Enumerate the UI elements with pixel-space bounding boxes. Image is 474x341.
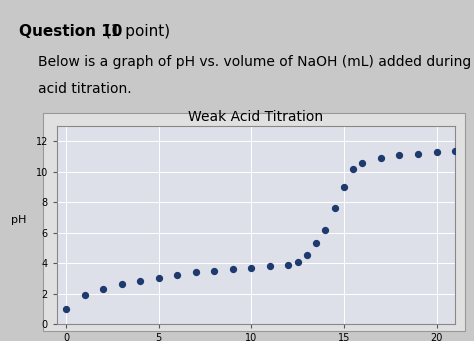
Point — [322, 227, 329, 232]
Text: (1 point): (1 point) — [100, 24, 170, 39]
Point — [81, 292, 89, 298]
Point — [192, 269, 200, 275]
Point — [349, 166, 357, 172]
Point — [303, 253, 310, 258]
Point — [210, 268, 218, 273]
Point — [137, 279, 144, 284]
Point — [63, 306, 70, 311]
Point — [118, 282, 126, 287]
Text: Below is a graph of pH vs. volume of NaOH (mL) added during a weak: Below is a graph of pH vs. volume of NaO… — [38, 55, 474, 69]
Point — [331, 206, 338, 211]
Y-axis label: pH: pH — [11, 215, 27, 225]
Point — [312, 241, 320, 246]
Title: Weak Acid Titration: Weak Acid Titration — [188, 109, 324, 124]
Point — [247, 265, 255, 270]
Text: Question 10: Question 10 — [19, 24, 122, 39]
Point — [433, 149, 440, 155]
Point — [266, 263, 273, 269]
Point — [377, 155, 385, 161]
Point — [396, 152, 403, 158]
Point — [340, 184, 348, 190]
Point — [229, 266, 237, 272]
Point — [284, 262, 292, 267]
Point — [173, 272, 181, 278]
Point — [294, 259, 301, 264]
Point — [414, 151, 422, 156]
Text: acid titration.: acid titration. — [38, 82, 132, 96]
Point — [155, 276, 163, 281]
Point — [451, 148, 459, 153]
Point — [100, 286, 107, 292]
Point — [359, 160, 366, 165]
